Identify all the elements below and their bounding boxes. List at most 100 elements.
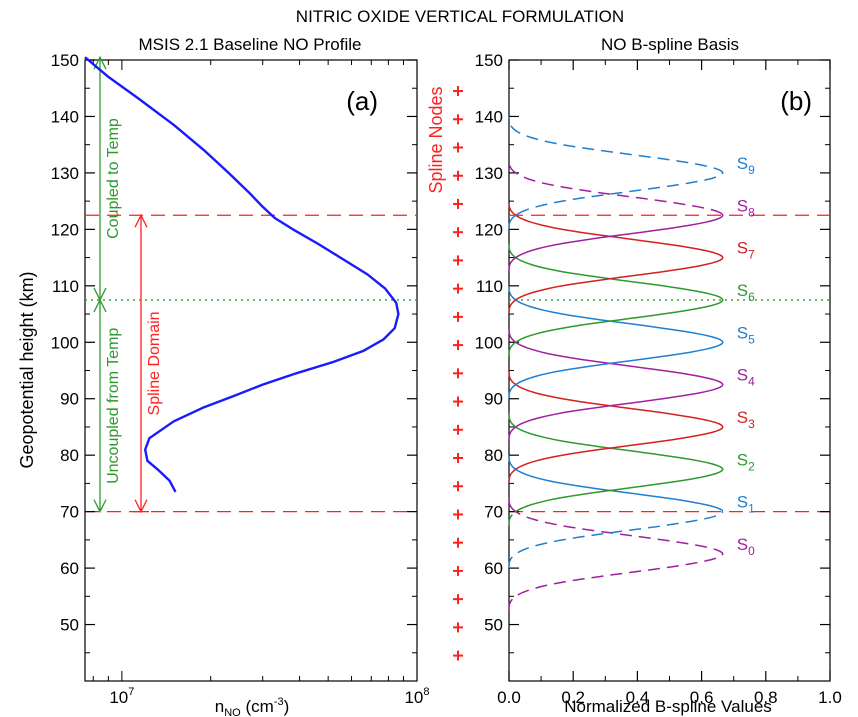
bspline-series-label: S4 [737,366,755,389]
spline-node-marker [453,368,463,379]
bspline-series-label: S0 [737,535,755,558]
spline-node-marker [453,283,463,294]
y-tick-label: 80 [484,446,503,465]
panel-a-reference-lines [85,214,417,513]
bspline-curve-solid [508,213,724,272]
panel-a-ylabel: Geopotential height (km) [17,271,37,468]
spline-node-marker [453,227,463,238]
panel-b-reference-lines [509,214,830,513]
y-tick-label: 120 [475,220,503,239]
y-tick-label: 130 [51,164,79,183]
annotation-label: Uncoupled from Temp [105,328,122,484]
annotation-label: Coupled to Temp [105,118,122,239]
panel-b-xlabel: Normalized B-spline Values [564,697,772,716]
bspline-basis-series: S1 [508,455,755,569]
y-tick-label: 110 [476,277,503,296]
x-tick-label: 0.0 [497,688,521,707]
bspline-curve-dashed [508,201,515,215]
spline-node-marker [453,565,463,576]
bspline-curve-dashed [508,511,517,526]
y-tick-label: 80 [60,446,79,465]
spline-node-marker [453,594,463,605]
spline-node-marker [453,424,463,435]
panel-b: NO B-spline Basis 50 60 70 80 90 100 110 120 130… [426,35,842,716]
bspline-series-label: S9 [737,154,755,177]
y-tick-label: 50 [484,616,503,635]
y-tick-label: 100 [475,333,503,352]
x-tick-label: 0.6 [690,688,714,707]
y-tick-label: 60 [484,559,503,578]
panel-b-label: (b) [780,86,812,116]
x-tick-label: 0.2 [561,688,585,707]
bspline-series-label: S8 [737,196,755,219]
bspline-curve-dashed [508,116,724,215]
panel-b-frame [508,59,831,682]
panel-b-title: NO B-spline Basis [601,35,739,54]
y-tick-label: 140 [475,107,503,126]
panel-a-ticks: 50 60 70 80 90 100 110 120 130 140 150 107 108 [51,51,430,707]
spline-node-marker [453,622,463,633]
bspline-basis-series: S8 [508,158,755,272]
x-tick-label: 1.0 [818,688,842,707]
y-tick-label: 60 [60,559,79,578]
bspline-curve-dashed [508,510,724,611]
bspline-series-label: S5 [737,323,755,346]
y-tick-label: 50 [60,616,79,635]
spline-node-marker [453,481,463,492]
bspline-curve-solid [508,243,724,357]
spline-node-marker [453,255,463,266]
spline-node-marker [453,509,463,520]
bspline-curve-solid [508,370,724,484]
bspline-basis-series: S4 [508,328,755,442]
spline-node-marker [453,198,463,209]
spline-node-marker [453,86,463,97]
panel-b-ticks: 50 60 70 80 90 100 110 120 130 140 150 0.0 0.2 0.4 0.6… [475,51,842,707]
bspline-series-label: S2 [737,450,755,473]
bspline-series-label: S1 [737,493,755,516]
spline-node-marker [453,311,463,322]
uncoupled-arrow [93,298,107,514]
spline-node-marker [453,142,463,153]
bspline-curve-solid [508,412,724,513]
panel-a-frame [84,59,418,682]
bspline-basis-series: S6 [508,243,755,357]
figure-title: NITRIC OXIDE VERTICAL FORMULATION [296,7,624,26]
x-tick-label: 0.8 [754,688,778,707]
bspline-curve-solid [508,497,517,513]
y-tick-label: 120 [51,220,79,239]
bspline-curve-solid [508,213,724,314]
bspline-series-label: S7 [737,239,755,262]
bspline-basis-series: S0 [508,497,755,611]
bspline-curve-dashed [508,158,723,215]
y-tick-label: 90 [484,390,503,409]
spline-node-marker [453,453,463,464]
spline-node-marker [453,396,463,407]
y-tick-label: 150 [51,51,79,70]
x-tick-label: 108 [404,686,429,707]
panel-a-title: MSIS 2.1 Baseline NO Profile [139,35,362,54]
bspline-basis-series: S7 [508,201,755,314]
bspline-series-label: S3 [737,408,755,431]
bspline-curve-solid [508,328,724,442]
spline-nodes-label: Spline Nodes [426,86,446,193]
bspline-basis-series: S2 [508,412,755,526]
y-tick-label: 100 [51,333,79,352]
spline-node-markers [453,86,463,661]
bspline-curve-solid [508,285,724,399]
y-tick-label: 90 [60,390,79,409]
bspline-curve-dashed [508,511,724,569]
bspline-curve-solid [508,213,519,230]
bspline-curve-solid [508,455,724,512]
y-tick-label: 150 [475,51,503,70]
y-tick-label: 130 [475,164,503,183]
spline-node-marker [453,537,463,548]
x-tick-label: 107 [109,686,134,707]
panel-a-xlabel: nNO (cm-3) [215,696,289,717]
spline-node-marker [453,114,463,125]
spline-node-marker [453,650,463,661]
y-tick-label: 110 [52,277,79,296]
panel-a-annotations: Coupled to Temp Uncoupled from Temp Spline… [93,55,163,514]
y-tick-label: 140 [51,107,79,126]
panel-b-plot: S0 S1 S2 S3 S4 S5 S6 S7 S8 S9 [508,116,755,611]
bspline-basis-series: S5 [508,285,755,399]
